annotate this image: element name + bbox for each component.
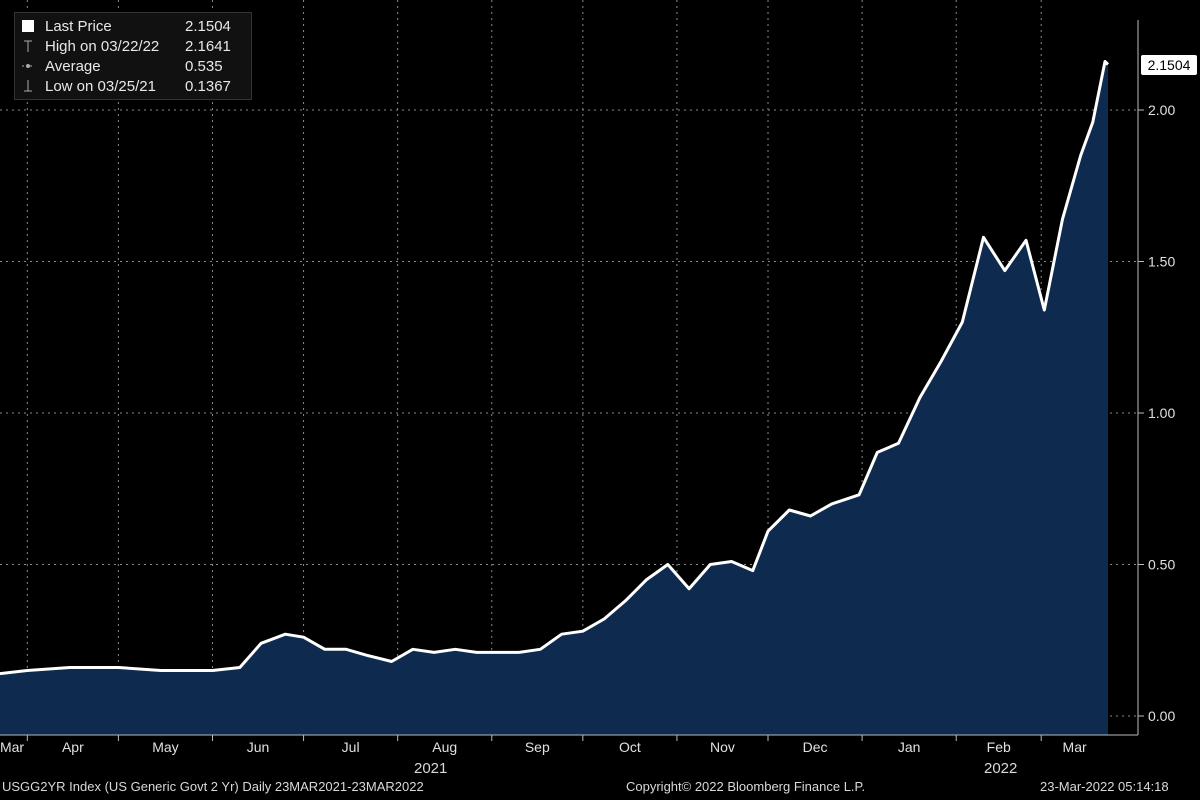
y-tick-label: 1.00 (1148, 405, 1175, 421)
x-tick-label: Jun (247, 739, 270, 755)
x-tick-label: Sep (525, 739, 550, 755)
legend-value: 2.1504 (185, 18, 231, 35)
x-tick-label: May (152, 739, 178, 755)
x-tick-label: Oct (619, 739, 641, 755)
legend-row-last-price: Last Price 2.1504 (15, 17, 251, 37)
x-axis-ticks: Mar Apr May Jun Jul Aug Sep Oct Nov Dec Jan Feb Mar (0, 735, 1087, 755)
last-price-tag: 2.1504 (1141, 55, 1197, 75)
footer-ticker: USGG2YR Index (US Generic Govt 2 Yr) Dai… (2, 779, 424, 794)
y-tick-label: 0.50 (1148, 557, 1175, 573)
y-axis-ticks: 0.00 0.50 1.00 1.50 2.00 (1138, 102, 1175, 724)
x-tick-label: Apr (62, 739, 84, 755)
legend-label: Average (45, 58, 101, 75)
legend: Last Price 2.1504 High on 03/22/22 2.164… (14, 12, 252, 100)
y-tick-label: 1.50 (1148, 254, 1175, 270)
x-tick-label: Jul (342, 739, 360, 755)
year-label-2022: 2022 (984, 760, 1018, 777)
legend-label: Low on 03/25/21 (45, 78, 156, 95)
area-fill (0, 61, 1108, 735)
footer-timestamp: 23-Mar-2022 05:14:18 (1040, 779, 1169, 794)
legend-row-high: High on 03/22/22 2.1641 (15, 37, 251, 57)
y-tick-label: 2.00 (1148, 102, 1175, 118)
y-tick-label: 0.00 (1148, 708, 1175, 724)
x-tick-label: Aug (432, 739, 457, 755)
average-marker-icon (21, 59, 35, 73)
high-marker-icon (21, 39, 35, 53)
legend-value: 0.1367 (185, 78, 231, 95)
legend-row-low: Low on 03/25/21 0.1367 (15, 77, 251, 97)
x-tick-label: Mar (0, 739, 24, 755)
legend-label: Last Price (45, 18, 112, 35)
legend-row-average: Average 0.535 (15, 57, 251, 77)
legend-value: 2.1641 (185, 38, 231, 55)
x-tick-label: Mar (1063, 739, 1087, 755)
x-tick-label: Jan (898, 739, 921, 755)
x-tick-label: Dec (803, 739, 828, 755)
square-icon (21, 19, 35, 33)
price-line (0, 60, 1110, 676)
x-tick-label: Nov (710, 739, 735, 755)
legend-label: High on 03/22/22 (45, 38, 160, 55)
low-marker-icon (21, 79, 35, 93)
year-label-2021: 2021 (414, 760, 448, 777)
x-tick-label: Feb (987, 739, 1011, 755)
legend-value: 0.535 (185, 58, 223, 75)
footer-copyright: Copyright© 2022 Bloomberg Finance L.P. (626, 779, 866, 794)
